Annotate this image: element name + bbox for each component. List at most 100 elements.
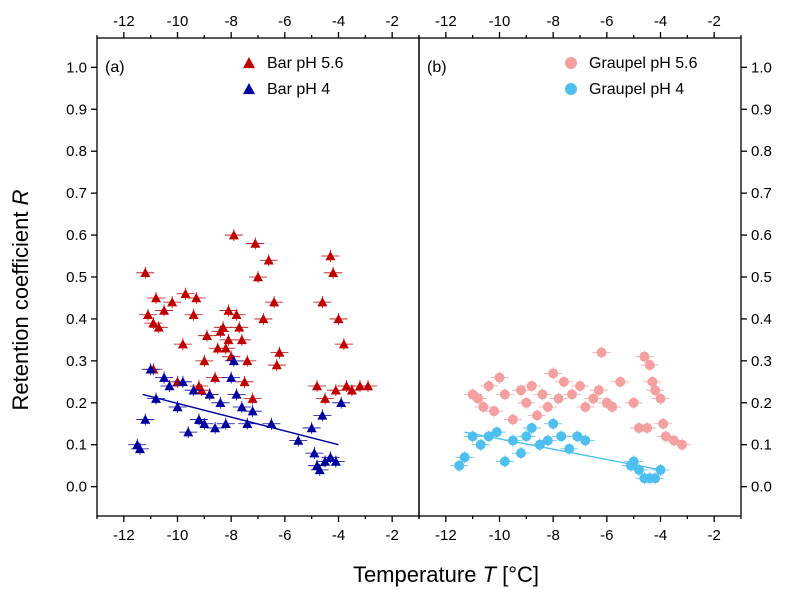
data-point: [336, 397, 347, 408]
data-point: [159, 305, 170, 315]
data-point: [266, 418, 277, 429]
data-point: [542, 435, 553, 446]
y-tick-label-right: 0.1: [751, 437, 772, 454]
data-point: [191, 292, 202, 303]
data-point: [242, 418, 253, 429]
data-point: [537, 389, 548, 400]
x-tick-label-top: -10: [489, 13, 511, 30]
x-tick-label: -4: [654, 527, 667, 544]
data-point: [650, 385, 661, 396]
x-tick-label-top: -4: [654, 13, 667, 30]
data-point: [223, 305, 234, 315]
data-point: [210, 372, 221, 382]
data-point: [363, 381, 374, 391]
data-point: [333, 313, 344, 324]
x-tick-label: -8: [546, 527, 559, 544]
data-point: [542, 401, 553, 412]
data-point: [668, 435, 679, 446]
y-tick-label: 0.8: [66, 143, 87, 160]
series-2: [128, 354, 351, 476]
y-tick-label: 0.9: [66, 101, 87, 118]
data-point: [242, 355, 253, 366]
data-point: [220, 343, 231, 353]
data-point: [223, 334, 234, 345]
data-point: [236, 401, 247, 412]
data-point: [253, 272, 263, 282]
data-point: [269, 297, 280, 307]
y-tick-label: 0.6: [66, 227, 87, 244]
y-tick-label: 0.0: [66, 479, 87, 496]
data-point: [250, 238, 261, 248]
y-tick-label-right: 0.5: [751, 269, 772, 286]
data-point: [572, 431, 583, 442]
series-1: [463, 346, 691, 451]
x-tick-label-top: -2: [707, 13, 720, 30]
legend-marker: [565, 57, 577, 69]
data-point: [202, 330, 213, 340]
data-point: [215, 397, 226, 408]
legend: Bar pH 5.6 Bar pH 4: [243, 55, 344, 98]
data-point: [593, 385, 604, 396]
data-point: [177, 376, 188, 387]
data-point: [526, 381, 537, 392]
x-tick-label-top: -4: [332, 13, 345, 30]
data-point: [515, 385, 526, 396]
x-tick-label: -6: [278, 527, 291, 544]
data-point: [188, 385, 199, 395]
data-point: [575, 381, 585, 392]
data-point: [580, 435, 591, 446]
legend-marker: [565, 83, 577, 95]
data-point: [341, 381, 352, 391]
data-point: [660, 431, 671, 442]
data-point: [148, 318, 159, 328]
y-tick-label: 1.0: [66, 59, 87, 76]
legend: Graupel pH 5.6 Graupel pH 4: [565, 55, 698, 98]
y-tick-label-right: 0.2: [751, 395, 772, 412]
data-point: [309, 448, 320, 458]
data-point: [494, 372, 505, 383]
data-point: [231, 309, 242, 319]
legend-marker: [243, 57, 255, 69]
data-point: [507, 414, 518, 425]
x-tick-label: -8: [224, 527, 237, 544]
x-tick-label-top: -8: [224, 13, 237, 30]
x-tick-label: -10: [167, 527, 189, 544]
data-point: [231, 389, 242, 399]
y-tick-label: 0.4: [66, 311, 87, 328]
data-point: [134, 443, 145, 454]
x-tick-label-top: -6: [278, 13, 291, 30]
data-point: [655, 393, 666, 404]
x-tick-label: -6: [600, 527, 613, 544]
data-point: [164, 381, 175, 391]
data-point: [204, 389, 215, 399]
data-point: [177, 339, 188, 349]
y-tick-label-right: 0.6: [751, 227, 772, 244]
legend-label: Bar pH 4: [267, 81, 330, 98]
data-point: [271, 360, 282, 370]
data-point: [317, 410, 328, 420]
data-point: [151, 292, 162, 303]
data-point: [312, 381, 323, 391]
data-point: [210, 422, 221, 433]
y-axis-label: Retention coefficient R: [8, 189, 33, 410]
x-tick-label-top: -12: [113, 13, 135, 30]
legend-label: Graupel pH 5.6: [589, 55, 698, 72]
y-tick-label-right: 0.0: [751, 479, 772, 496]
data-point: [478, 401, 489, 412]
data-point: [491, 427, 502, 438]
data-point: [306, 422, 317, 433]
data-point: [596, 347, 607, 358]
data-point: [556, 431, 567, 442]
legend-marker: [243, 83, 255, 95]
panel-a: -12 -12 -10 -10 -8 -8 -6 -6 -4 -4 -2 -2 0.0 0.1 0.2 0.3…: [66, 13, 420, 544]
data-point: [566, 389, 577, 400]
data-point: [515, 448, 526, 459]
data-point: [142, 309, 153, 319]
data-point: [639, 351, 650, 362]
data-point: [658, 418, 669, 429]
x-tick-label: -2: [385, 527, 398, 544]
data-point: [548, 368, 559, 379]
data-point: [588, 393, 599, 404]
data-point: [145, 364, 156, 374]
data-point: [526, 422, 537, 433]
